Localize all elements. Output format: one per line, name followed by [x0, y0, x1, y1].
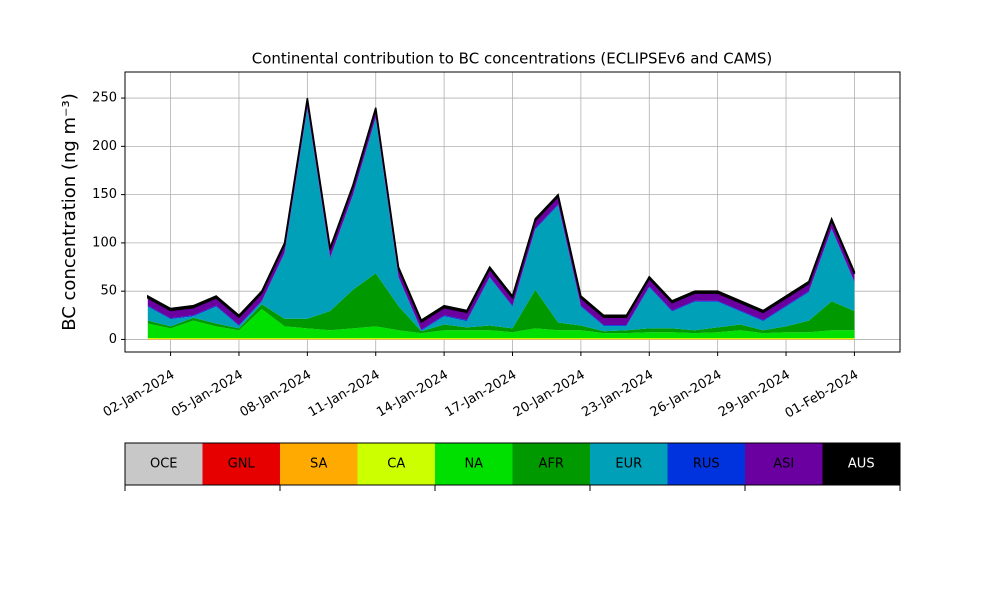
- chart-title: Continental contribution to BC concentra…: [252, 50, 773, 68]
- y-tick-label: 150: [92, 187, 117, 202]
- legend-label: AUS: [848, 457, 875, 472]
- y-tick-label: 0: [109, 332, 117, 347]
- y-tick-label: 50: [100, 284, 117, 299]
- legend-swatch: [125, 443, 203, 485]
- area: [147, 273, 855, 334]
- legend-label: AFR: [539, 457, 564, 472]
- area: [147, 338, 855, 339]
- y-tick-label: 200: [92, 139, 117, 154]
- x-tick-label: 14-Jan-2024: [374, 368, 451, 421]
- legend-label: NA: [464, 457, 483, 472]
- x-tick-label: 05-Jan-2024: [169, 368, 246, 421]
- x-tick-label: 02-Jan-2024: [101, 368, 178, 421]
- x-tick-label: 26-Jan-2024: [648, 368, 725, 421]
- legend-swatch: [590, 443, 668, 485]
- legend-label: ASI: [773, 457, 794, 472]
- area: [147, 309, 855, 338]
- legend-label: EUR: [615, 457, 642, 472]
- y-tick-label: 100: [92, 235, 117, 250]
- x-tick-label: 08-Jan-2024: [238, 368, 315, 421]
- legend-swatch: [435, 443, 513, 485]
- legend-label: OCE: [150, 457, 178, 472]
- x-tick-label: 20-Jan-2024: [511, 368, 588, 421]
- y-axis-label: BC concentration (ng m⁻³): [59, 93, 80, 331]
- legend-swatch: [822, 443, 900, 485]
- area: [147, 97, 856, 324]
- x-tick-label: 17-Jan-2024: [443, 368, 520, 421]
- y-tick-label: 250: [92, 91, 117, 106]
- legend-label: RUS: [693, 457, 720, 472]
- area: [147, 108, 855, 332]
- x-tick-label: 29-Jan-2024: [716, 368, 793, 421]
- legend-swatch: [512, 443, 590, 485]
- legend-frame: [124, 442, 901, 486]
- legend-swatch: [357, 443, 435, 485]
- legend-swatch: [667, 443, 745, 485]
- x-tick-label: 01-Feb-2024: [783, 368, 862, 422]
- legend-label: SA: [310, 457, 327, 472]
- x-tick-label: 11-Jan-2024: [306, 368, 383, 421]
- area: [147, 107, 855, 331]
- x-tick-label: 23-Jan-2024: [579, 368, 656, 421]
- legend-swatch: [280, 443, 358, 485]
- legend-swatch: [745, 443, 823, 485]
- legend-label: CA: [387, 457, 405, 472]
- legend: OCE GNL SA CA NA AFR EUR RUS ASI AUS: [124, 442, 901, 486]
- legend-swatch: [202, 443, 280, 485]
- legend-label: GNL: [228, 457, 256, 472]
